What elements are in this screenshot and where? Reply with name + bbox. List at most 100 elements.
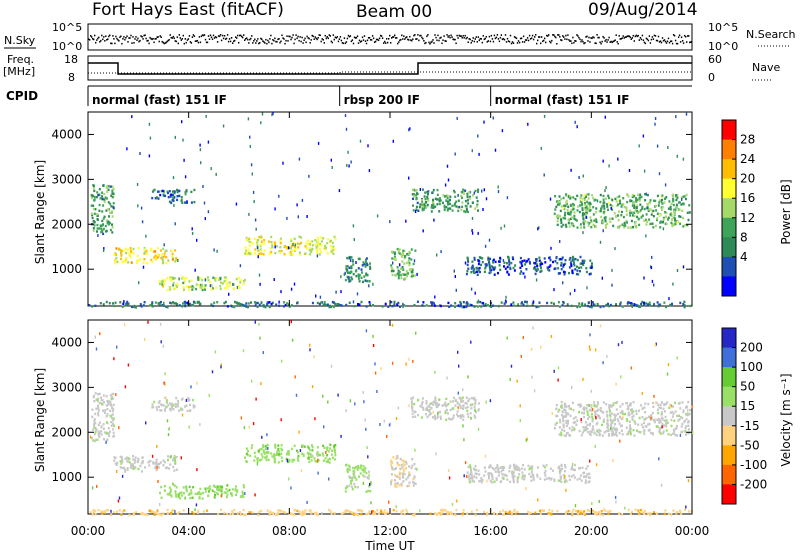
nsky-sample bbox=[146, 40, 148, 42]
echo-cell bbox=[322, 454, 325, 457]
nsky-sample bbox=[149, 36, 151, 39]
echo-cell bbox=[146, 513, 149, 517]
echo-cell bbox=[325, 246, 327, 249]
echo-cell bbox=[615, 434, 618, 437]
nsky-sample bbox=[555, 36, 557, 39]
echo-cell bbox=[124, 468, 127, 472]
echo-cell bbox=[500, 226, 502, 230]
echo-cell bbox=[381, 511, 384, 514]
echo-cell bbox=[156, 466, 158, 470]
echo-cell bbox=[474, 398, 477, 402]
echo-cell bbox=[566, 412, 568, 415]
nsky-sample bbox=[564, 38, 566, 40]
echo-cell bbox=[403, 513, 406, 516]
echo-cell bbox=[197, 278, 200, 281]
echo-cell bbox=[607, 510, 610, 513]
echo-cell bbox=[505, 474, 508, 477]
echo-cell bbox=[638, 144, 640, 148]
echo-cell bbox=[169, 278, 172, 282]
echo-cell bbox=[330, 453, 333, 456]
echo-cell bbox=[301, 510, 304, 513]
echo-cell bbox=[411, 464, 414, 468]
echo-cell bbox=[174, 405, 177, 408]
echo-cell bbox=[177, 493, 180, 496]
echo-cell bbox=[576, 269, 579, 272]
echo-cell bbox=[402, 468, 405, 471]
echo-cell bbox=[564, 411, 567, 414]
echo-cell bbox=[357, 464, 360, 468]
echo-cell bbox=[611, 268, 613, 272]
nsky-sample bbox=[442, 39, 444, 41]
echo-cell bbox=[488, 477, 490, 480]
echo-cell bbox=[107, 208, 110, 211]
echo-cell bbox=[258, 235, 261, 239]
echo-cell bbox=[674, 208, 677, 211]
echo-cell bbox=[476, 301, 479, 304]
echo-cell bbox=[444, 410, 447, 413]
echo-cell bbox=[162, 280, 165, 283]
echo-cell bbox=[688, 211, 691, 214]
echo-cell bbox=[658, 406, 661, 409]
echo-cell bbox=[142, 265, 145, 269]
echo-cell bbox=[105, 440, 107, 444]
echo-cell bbox=[647, 423, 650, 426]
echo-cell bbox=[574, 504, 577, 508]
echo-cell bbox=[586, 423, 589, 427]
echo-cell bbox=[314, 243, 317, 246]
echo-cell bbox=[595, 423, 598, 426]
echo-cell bbox=[288, 460, 291, 463]
echo-cell bbox=[445, 511, 448, 514]
nsky-sample bbox=[591, 37, 593, 40]
xtick-label: 12:00 bbox=[373, 524, 408, 538]
echo-cell bbox=[477, 408, 480, 411]
echo-cell bbox=[192, 512, 195, 515]
nsky-sample bbox=[570, 40, 572, 42]
echo-cell bbox=[225, 276, 227, 279]
echo-cell bbox=[457, 415, 459, 418]
echo-cell bbox=[198, 491, 201, 494]
echo-cell bbox=[190, 492, 193, 495]
echo-cell bbox=[244, 252, 247, 255]
echo-cell bbox=[333, 458, 336, 461]
echo-cell bbox=[120, 250, 122, 253]
echo-cell bbox=[402, 268, 405, 271]
nsky-sample bbox=[151, 38, 153, 41]
echo-cell bbox=[658, 201, 661, 204]
echo-cell bbox=[568, 258, 571, 261]
echo-cell bbox=[645, 213, 648, 216]
echo-cell bbox=[141, 512, 144, 515]
echo-cell bbox=[493, 480, 496, 483]
echo-cell bbox=[164, 279, 167, 282]
echo-cell bbox=[448, 476, 451, 480]
power-ylabel: Slant Range [km] bbox=[33, 160, 47, 264]
echo-cell bbox=[305, 247, 308, 250]
echo-cell bbox=[644, 218, 647, 222]
echo-cell bbox=[386, 435, 388, 438]
echo-cell bbox=[226, 305, 229, 308]
echo-cell bbox=[568, 194, 571, 197]
echo-cell bbox=[355, 261, 357, 264]
echo-cell bbox=[332, 248, 334, 252]
nsky-sample bbox=[568, 39, 570, 41]
echo-cell bbox=[274, 443, 277, 447]
echo-cell bbox=[413, 193, 416, 196]
echo-cell bbox=[550, 301, 553, 305]
echo-cell bbox=[531, 473, 534, 476]
echo-cell bbox=[558, 200, 560, 204]
echo-cell bbox=[530, 511, 532, 514]
echo-cell bbox=[471, 231, 474, 235]
echo-cell bbox=[557, 272, 560, 275]
echo-cell bbox=[407, 484, 410, 487]
echo-cell bbox=[413, 303, 416, 307]
echo-cell bbox=[365, 263, 367, 267]
echo-cell bbox=[293, 249, 296, 252]
echo-cell bbox=[92, 229, 95, 232]
echo-cell bbox=[157, 405, 160, 408]
nsky-sample bbox=[589, 41, 591, 43]
echo-cell bbox=[639, 508, 642, 512]
echo-cell bbox=[400, 253, 403, 256]
echo-cell bbox=[412, 262, 415, 266]
echo-cell bbox=[105, 415, 108, 418]
echo-cell bbox=[310, 248, 313, 251]
echo-cell bbox=[598, 434, 601, 437]
